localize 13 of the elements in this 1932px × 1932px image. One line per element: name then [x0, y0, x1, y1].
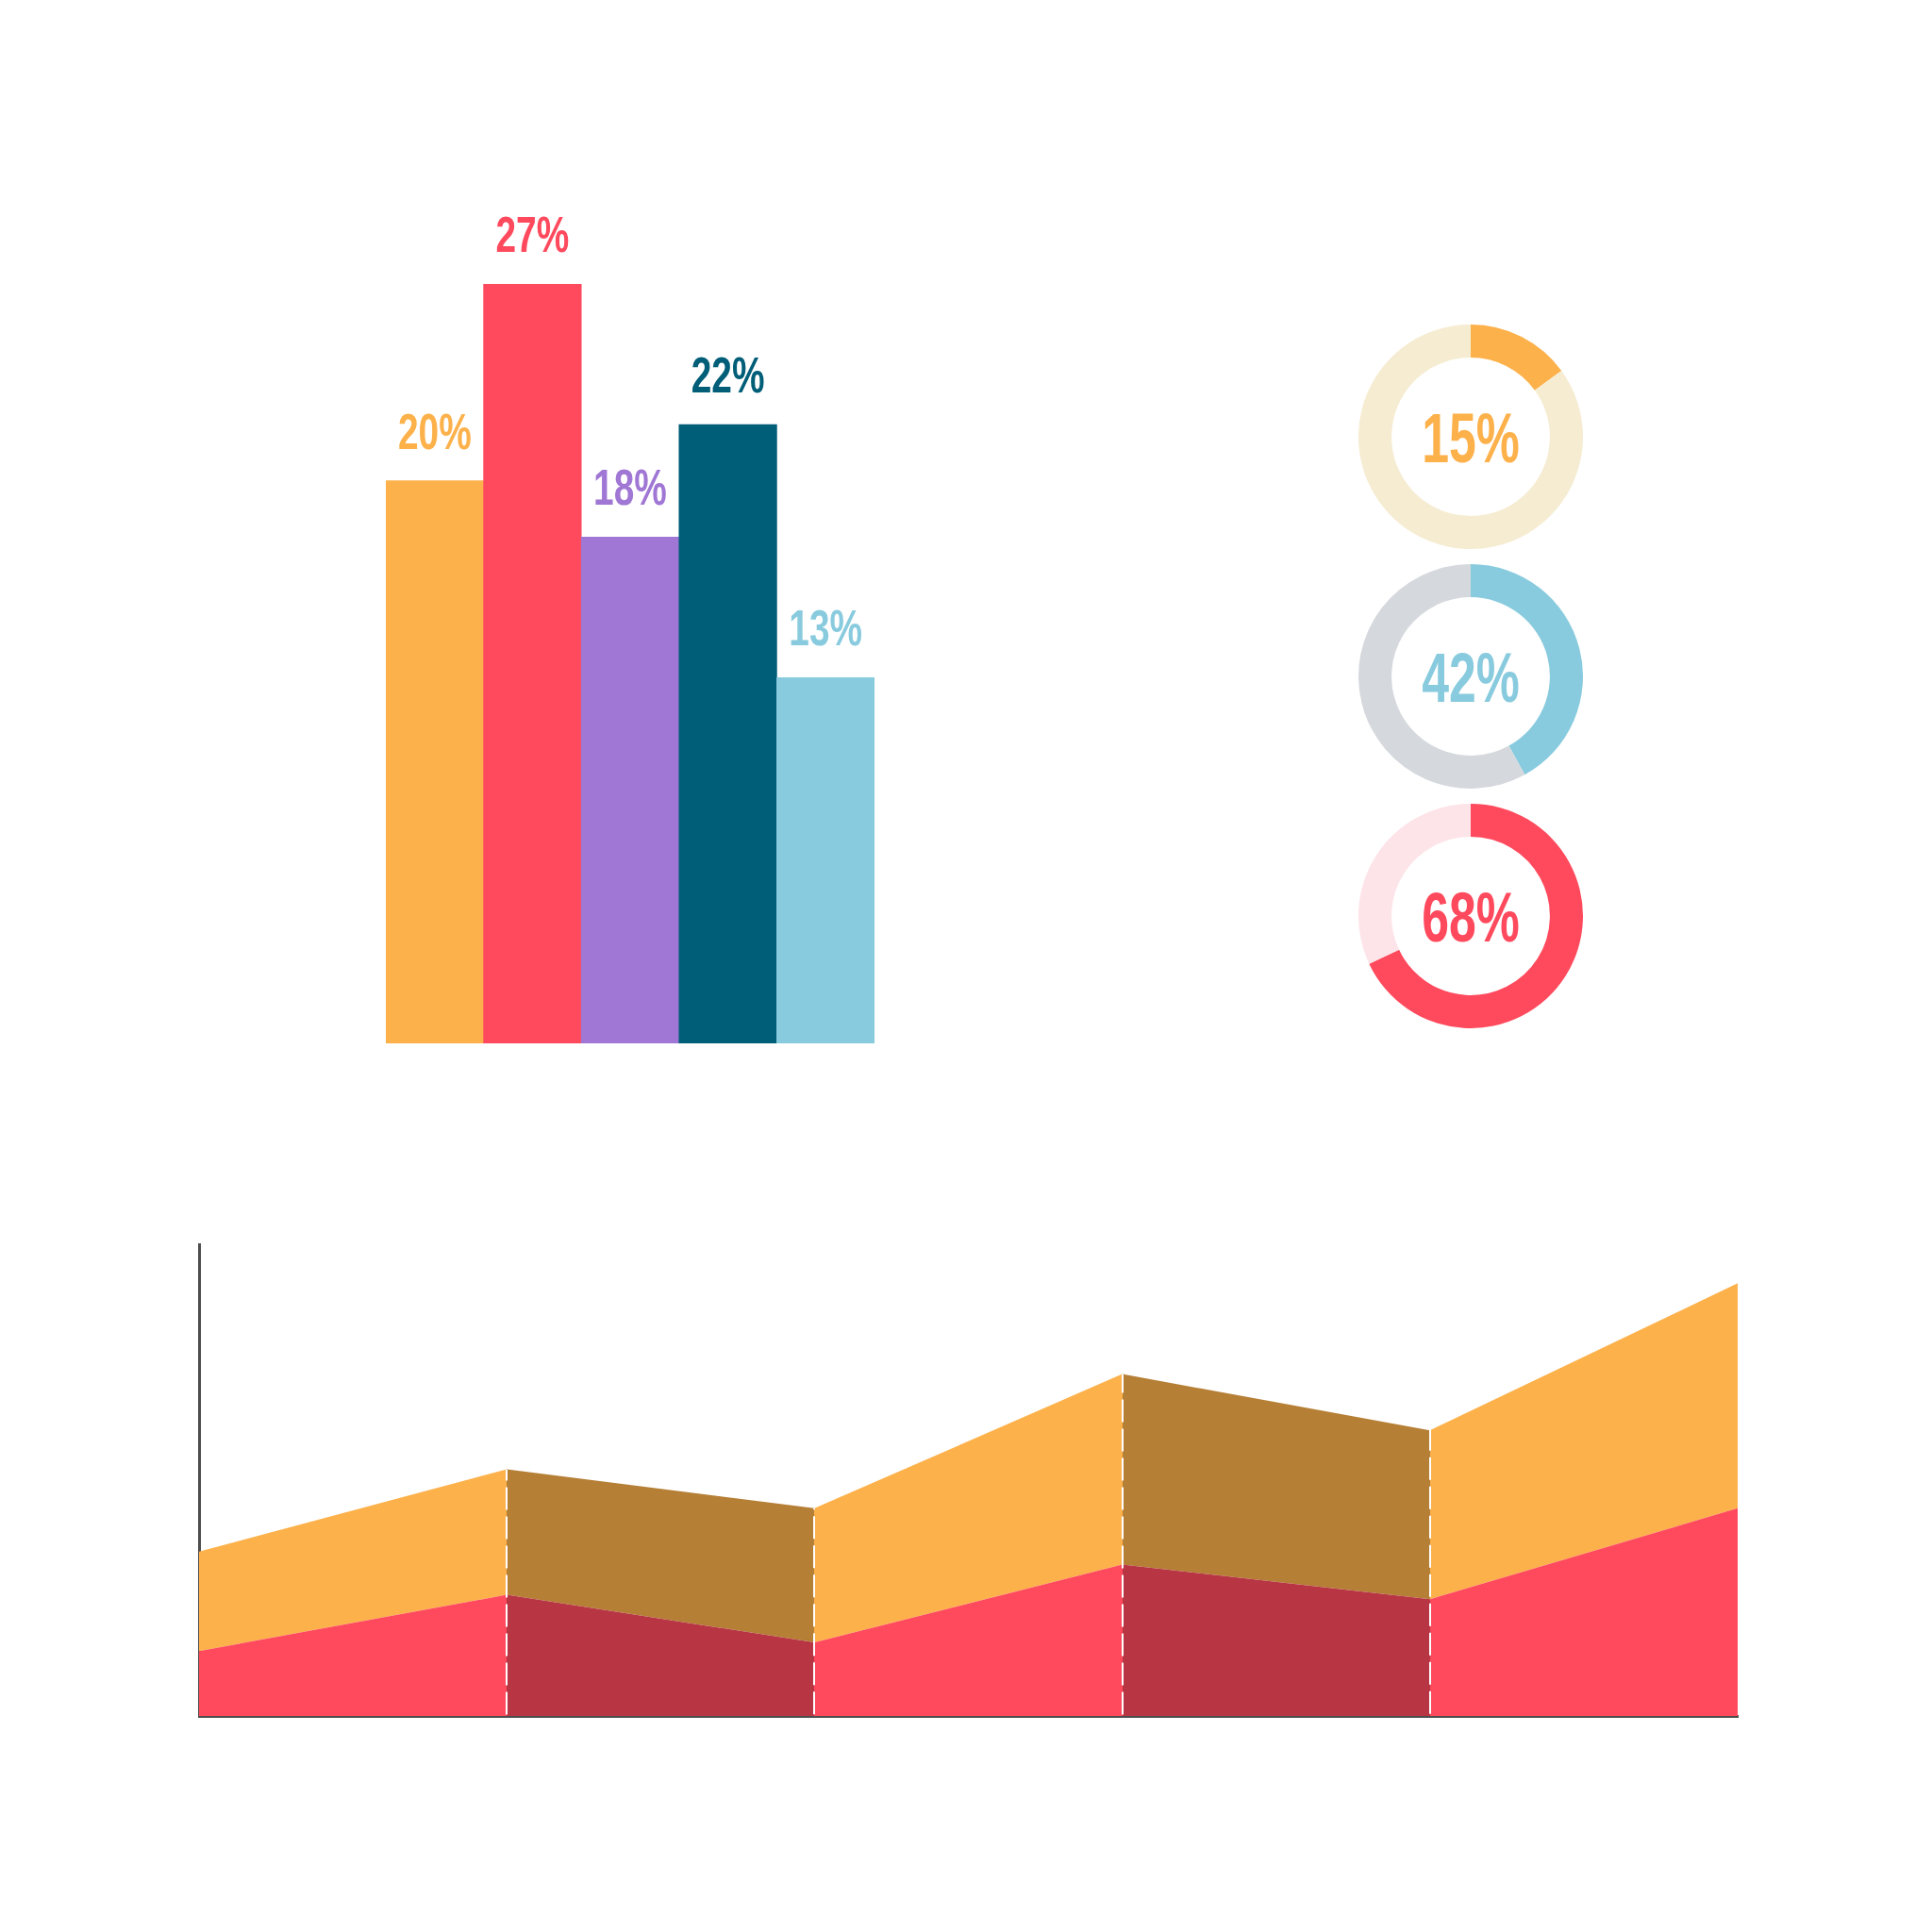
data-label: 22%	[691, 345, 765, 404]
bar	[580, 537, 680, 1043]
data-label: 18%	[593, 458, 667, 516]
data-label: 13%	[789, 599, 863, 657]
bar	[776, 677, 874, 1043]
text: 15%	[1422, 398, 1520, 478]
bar	[483, 284, 582, 1043]
bar	[678, 424, 777, 1043]
data-label: 27%	[495, 205, 570, 263]
data-label: 20%	[397, 402, 472, 460]
text: 42%	[1422, 638, 1520, 718]
bar	[386, 480, 484, 1043]
text: 68%	[1422, 877, 1520, 958]
